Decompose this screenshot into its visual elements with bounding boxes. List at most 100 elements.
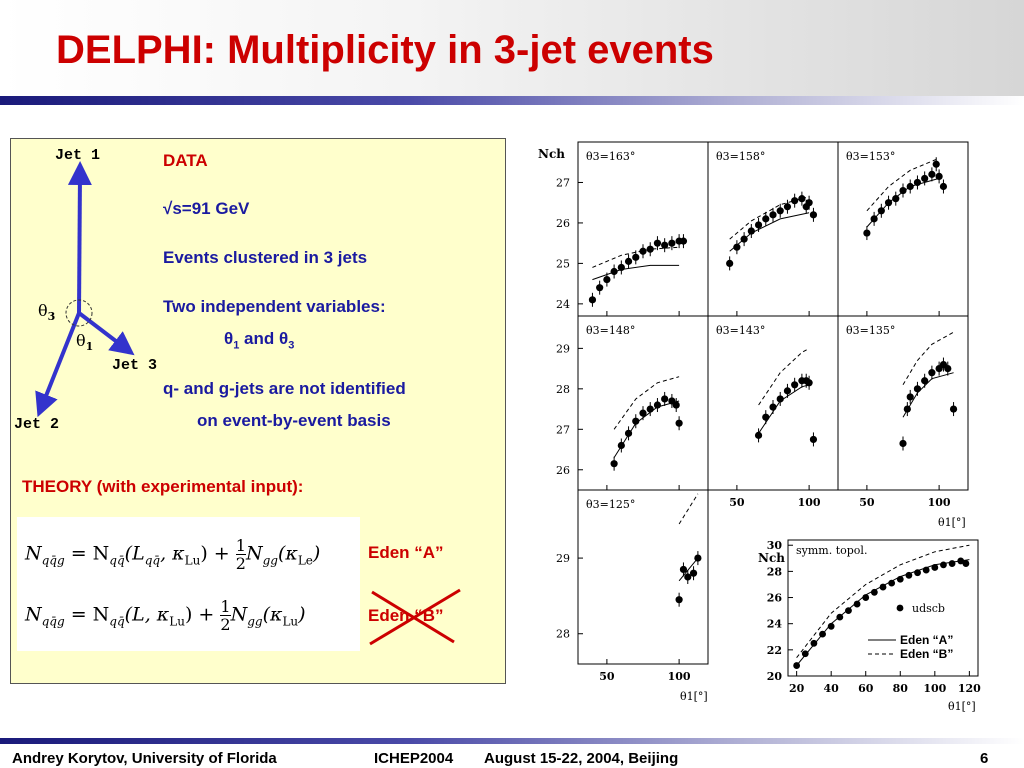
x-tick-label: 50 (729, 496, 745, 509)
data-point (884, 199, 893, 207)
data-point (791, 197, 799, 205)
y-tick-label: 26 (556, 217, 570, 230)
panel-label: θ3=153° (846, 150, 895, 163)
panel-frame (837, 141, 969, 317)
variables-text: Two independent variables: (163, 297, 386, 316)
inset-x-tick-label: 40 (824, 682, 840, 695)
x-axis-label-bottom: θ1[°] (680, 690, 708, 703)
eden-a-curve (613, 400, 680, 458)
inset-y-tick-label: 26 (767, 592, 783, 605)
panel-4 (707, 315, 839, 491)
ident-line2: on event-by-event basis (197, 411, 391, 430)
data-point (603, 275, 611, 284)
data-point (679, 237, 688, 245)
panel-label: θ3=163° (586, 150, 635, 163)
theta1-label: θ1 (76, 331, 94, 354)
data-point (632, 417, 640, 425)
inset-data-point (879, 583, 887, 591)
inset-y-axis-label: Nch (758, 551, 785, 565)
eden-a-curve (758, 384, 810, 434)
data-point (661, 241, 669, 249)
data-point (610, 460, 618, 468)
data-point (596, 284, 604, 292)
inset-x-tick-label: 20 (789, 682, 805, 695)
inset-x-tick-label: 100 (923, 682, 946, 695)
footer-dates: August 15-22, 2004, Beijing (484, 750, 679, 767)
data-point (754, 221, 763, 229)
title-underline-bar (0, 96, 1024, 105)
data-point (809, 435, 818, 444)
inset-y-tick-label: 30 (767, 539, 783, 552)
inset-label: symm. topol. (796, 544, 867, 557)
data-point (588, 296, 597, 304)
data-point (679, 565, 688, 574)
variables-list: θ1 and θ3 (224, 329, 295, 352)
eden-b-curve (866, 157, 940, 212)
theory-heading: THEORY (with experimental input): (22, 477, 304, 496)
energy-text: √s=91 GeV (163, 199, 250, 218)
data-point (921, 377, 929, 385)
data-point (783, 387, 792, 395)
inset-data-point (870, 588, 878, 596)
x-tick-label: 50 (859, 496, 875, 509)
inset-x-tick-label: 80 (893, 682, 909, 695)
inset-data-point (896, 575, 904, 583)
y-tick-label: 28 (556, 628, 570, 641)
jet-diagram (35, 161, 135, 418)
multiplicity-chart: 24 25 26 27 θ3=163° θ3=158° θ3=153° 26 27 28 29 θ3=… (538, 141, 981, 713)
inset-data-point (940, 561, 947, 569)
data-point (653, 239, 662, 247)
eden-b-curve (758, 347, 810, 406)
panel-label: θ3=135° (846, 324, 895, 337)
data-heading: DATA (163, 151, 208, 170)
data-point (877, 207, 885, 215)
jet1-arrow (67, 161, 92, 314)
slide-title: DELPHI: Multiplicity in 3-jet events (56, 28, 714, 72)
data-point (617, 441, 625, 450)
inset-x-axis-label: θ1[°] (948, 700, 976, 713)
data-point (769, 211, 777, 219)
panel-label: θ3=148° (586, 324, 635, 337)
panel-0 (577, 141, 709, 317)
data-point (733, 243, 741, 251)
inset-data-point (914, 569, 921, 577)
inset-legend-marker (896, 604, 904, 612)
inset-y-tick-label: 28 (767, 565, 783, 578)
data-point (863, 229, 871, 237)
jet1-label: Jet 1 (55, 147, 101, 164)
y-tick-label: 27 (556, 176, 570, 189)
angle-circle (65, 299, 93, 327)
panel-6 (577, 489, 709, 665)
data-point (726, 259, 734, 267)
y-tick-label: 24 (556, 298, 570, 311)
data-point (694, 554, 702, 562)
eden-b-curve (902, 331, 954, 386)
jet2-arrow (35, 312, 81, 418)
inset-legend-udscb: udscb (912, 602, 945, 615)
x-tick-label: 100 (798, 496, 821, 509)
data-point (672, 401, 680, 409)
formula-eden-a: Nqq̄g = Nqq̄(Lqq̄, κLu) + 1 2 Ngg(κLe) (25, 536, 321, 573)
inset-y-tick-label: 24 (767, 618, 783, 631)
inset-panel: Eden “A”Eden “B” (787, 539, 979, 677)
data-point (661, 395, 669, 403)
data-point (624, 257, 633, 265)
x-tick-label: 50 (599, 670, 615, 683)
x-axis-label: θ1[°] (938, 516, 966, 529)
jet3-label: Jet 3 (112, 357, 158, 374)
data-point (791, 381, 799, 389)
inset-data-point (793, 662, 801, 669)
footer-page: 6 (980, 750, 989, 767)
data-point (762, 215, 770, 223)
panel-label: θ3=158° (716, 150, 765, 163)
eden-a-curve (678, 557, 699, 582)
data-point (928, 369, 936, 377)
panel-frame (837, 315, 969, 491)
inset-data-point (962, 560, 970, 567)
data-point (809, 211, 818, 219)
data-point (928, 170, 936, 178)
clustering-text: Events clustered in 3 jets (163, 248, 368, 267)
eden-b-curve (613, 376, 680, 430)
data-point (903, 405, 911, 413)
data-point (932, 160, 940, 168)
